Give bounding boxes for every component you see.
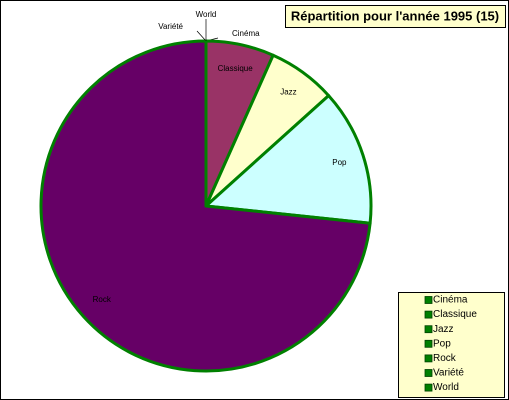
slice-label: Pop bbox=[332, 158, 347, 167]
legend-marker bbox=[424, 296, 433, 304]
leader-line bbox=[196, 30, 207, 42]
legend-label: Rock bbox=[433, 353, 457, 364]
legend-marker bbox=[424, 383, 433, 392]
legend-box bbox=[398, 292, 505, 398]
slice-label: Jazz bbox=[280, 88, 296, 97]
legend-label: Jazz bbox=[433, 324, 454, 335]
legend-label: Cinéma bbox=[433, 295, 468, 306]
legend-label: Classique bbox=[433, 309, 477, 320]
slice-label: Cinéma bbox=[232, 29, 260, 38]
legend-marker bbox=[424, 325, 433, 334]
legend-marker bbox=[424, 310, 433, 319]
pie-slice bbox=[204, 94, 373, 225]
slice-label: Classique bbox=[218, 64, 254, 73]
legend-label: Variété bbox=[433, 368, 464, 379]
legend-label: Pop bbox=[433, 338, 451, 349]
legend-label: World bbox=[433, 382, 459, 393]
legend-marker bbox=[424, 339, 433, 348]
legend-marker bbox=[424, 369, 433, 377]
chart-title: Répartition pour l'année 1995 (15) bbox=[291, 8, 499, 23]
title-box bbox=[285, 5, 506, 28]
legend-marker bbox=[424, 354, 433, 363]
slice-label: World bbox=[196, 10, 217, 19]
slice-label: Rock bbox=[93, 295, 112, 304]
slice-label: Variété bbox=[158, 22, 183, 31]
